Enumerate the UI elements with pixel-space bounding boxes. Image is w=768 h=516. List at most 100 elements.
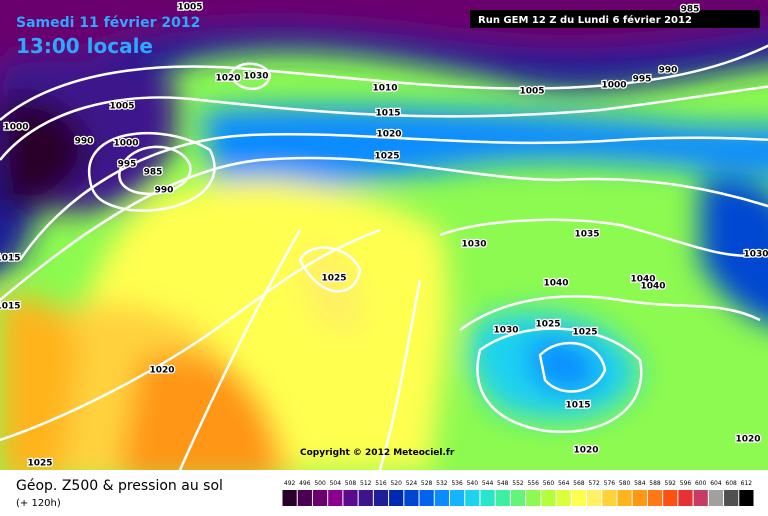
scale-swatch <box>312 490 328 506</box>
isobar-label: 985 <box>144 168 163 178</box>
scale-label: 516 <box>375 480 387 487</box>
forecast-time: 13:00 locale <box>16 34 153 58</box>
scale-label: 596 <box>680 480 692 487</box>
scale-label: 552 <box>512 480 524 487</box>
isobars <box>0 44 768 470</box>
isobar-label: 1020 <box>735 435 760 445</box>
scale-swatch <box>587 490 602 506</box>
isobar-label: 1025 <box>535 320 560 330</box>
isobar-label: 990 <box>155 186 174 196</box>
scale-swatch <box>297 490 312 506</box>
copyright: Copyright © 2012 Meteociel.fr <box>300 448 455 458</box>
scale-label: 520 <box>390 480 402 487</box>
scale-label: 580 <box>619 480 631 487</box>
legend-lead: (+ 120h) <box>16 498 61 509</box>
scale-label: 604 <box>710 480 722 487</box>
isobar-label: 1005 <box>519 87 544 97</box>
isobar-label: 1025 <box>321 274 346 284</box>
isobar-label: 1015 <box>565 401 590 411</box>
scale-swatch <box>358 490 373 506</box>
scale-swatch <box>541 490 556 506</box>
isobar-label: 1000 <box>113 139 138 149</box>
color-scale: 492 496 500 504 508 512 516 520 524 528 532 536 540 5… <box>282 480 754 506</box>
isobar-label: 1035 <box>574 230 599 240</box>
geopotential-field <box>0 0 768 470</box>
isobar-label: 1040 <box>630 275 655 285</box>
isobar-label: 1030 <box>493 326 518 336</box>
isobar-label: 1010 <box>372 84 397 94</box>
isobar-label: 990 <box>75 137 94 147</box>
scale-swatch <box>526 490 541 506</box>
scale-label: 568 <box>573 480 585 487</box>
isobar-label: 1015 <box>0 254 21 264</box>
scale-label: 600 <box>695 480 707 487</box>
scale-label: 536 <box>451 480 463 487</box>
isobar-label: 1025 <box>27 459 52 469</box>
scale-label: 572 <box>588 480 600 487</box>
scale-swatch <box>282 490 297 506</box>
forecast-date: Samedi 11 février 2012 <box>16 15 200 31</box>
scale-swatch <box>708 490 724 506</box>
isobar-label: 1030 <box>243 72 268 82</box>
isobar-label: 1040 <box>543 279 568 289</box>
scale-swatch <box>373 490 389 506</box>
scale-label: 524 <box>406 480 418 487</box>
scale-label: 528 <box>421 480 433 487</box>
isobar-label: 985 <box>681 5 700 15</box>
scale-swatch <box>404 490 419 506</box>
isobar-label: 1015 <box>375 109 400 119</box>
scale-label: 512 <box>360 480 372 487</box>
isobar-label: 995 <box>633 75 652 85</box>
isobar-label: 1040 <box>640 282 665 292</box>
isobar-label: 1005 <box>177 3 202 13</box>
scale-label: 508 <box>345 480 357 487</box>
scale-swatch <box>739 490 754 506</box>
scale-swatch <box>556 490 571 506</box>
scale-swatch <box>449 490 465 506</box>
scale-label: 500 <box>314 480 326 487</box>
scale-swatch <box>602 490 617 506</box>
scale-swatch <box>678 490 693 506</box>
run-box <box>470 10 760 28</box>
scale-swatch <box>724 490 739 506</box>
scale-swatch <box>465 490 480 506</box>
isobar-label: 1030 <box>461 240 486 250</box>
scale-label: 588 <box>649 480 661 487</box>
scale-label: 504 <box>330 480 342 487</box>
scale-label: 584 <box>634 480 646 487</box>
isobar-label: 990 <box>659 66 678 76</box>
scale-swatch <box>632 490 647 506</box>
scale-swatch <box>617 490 632 506</box>
scale-label: 576 <box>604 480 616 487</box>
isobar-label: 1020 <box>376 130 401 140</box>
isobar-label: 1030 <box>743 250 768 260</box>
isobar-label: 1020 <box>573 446 598 456</box>
scale-label: 608 <box>725 480 737 487</box>
isobar-label: 1025 <box>374 152 399 162</box>
scale-label: 548 <box>497 480 509 487</box>
scale-swatch <box>389 490 404 506</box>
scale-swatch <box>434 490 449 506</box>
scale-swatch <box>328 490 343 506</box>
run-info: Run GEM 12 Z du Lundi 6 février 2012 <box>478 14 692 26</box>
scale-label: 592 <box>665 480 677 487</box>
legend-title: Géop. Z500 & pression au sol <box>16 478 223 494</box>
isobar-label: 1000 <box>3 123 28 133</box>
isobar-label: 1020 <box>215 74 240 84</box>
scale-swatch <box>480 490 495 506</box>
scale-label: 556 <box>527 480 539 487</box>
scale-swatch <box>663 490 678 506</box>
scale-label: 544 <box>482 480 494 487</box>
isobar-label: 1000 <box>601 81 626 91</box>
scale-swatch <box>343 490 358 506</box>
scale-label: 564 <box>558 480 570 487</box>
scale-swatch <box>419 490 434 506</box>
scale-label: 540 <box>467 480 479 487</box>
scale-label: 492 <box>284 480 296 487</box>
isobar-label: 1015 <box>0 302 21 312</box>
scale-swatch <box>510 490 526 506</box>
scale-swatch <box>571 490 587 506</box>
scale-label: 496 <box>299 480 311 487</box>
